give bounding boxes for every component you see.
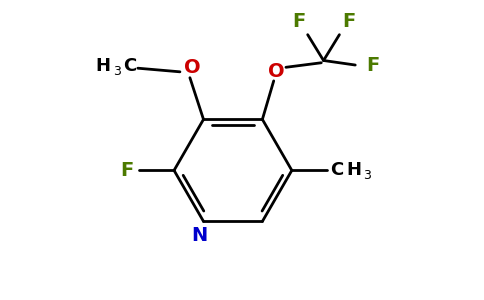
Text: 3: 3 <box>113 65 121 78</box>
Text: F: F <box>292 12 305 31</box>
Text: 3: 3 <box>363 169 371 182</box>
Text: N: N <box>192 226 208 245</box>
Text: F: F <box>120 161 133 180</box>
Text: H: H <box>95 57 110 75</box>
Text: O: O <box>184 58 200 77</box>
Text: F: F <box>367 56 380 74</box>
Text: C: C <box>123 57 137 75</box>
Text: H: H <box>347 161 362 179</box>
Text: O: O <box>268 62 284 81</box>
Text: F: F <box>342 12 355 31</box>
Text: C: C <box>331 161 344 179</box>
